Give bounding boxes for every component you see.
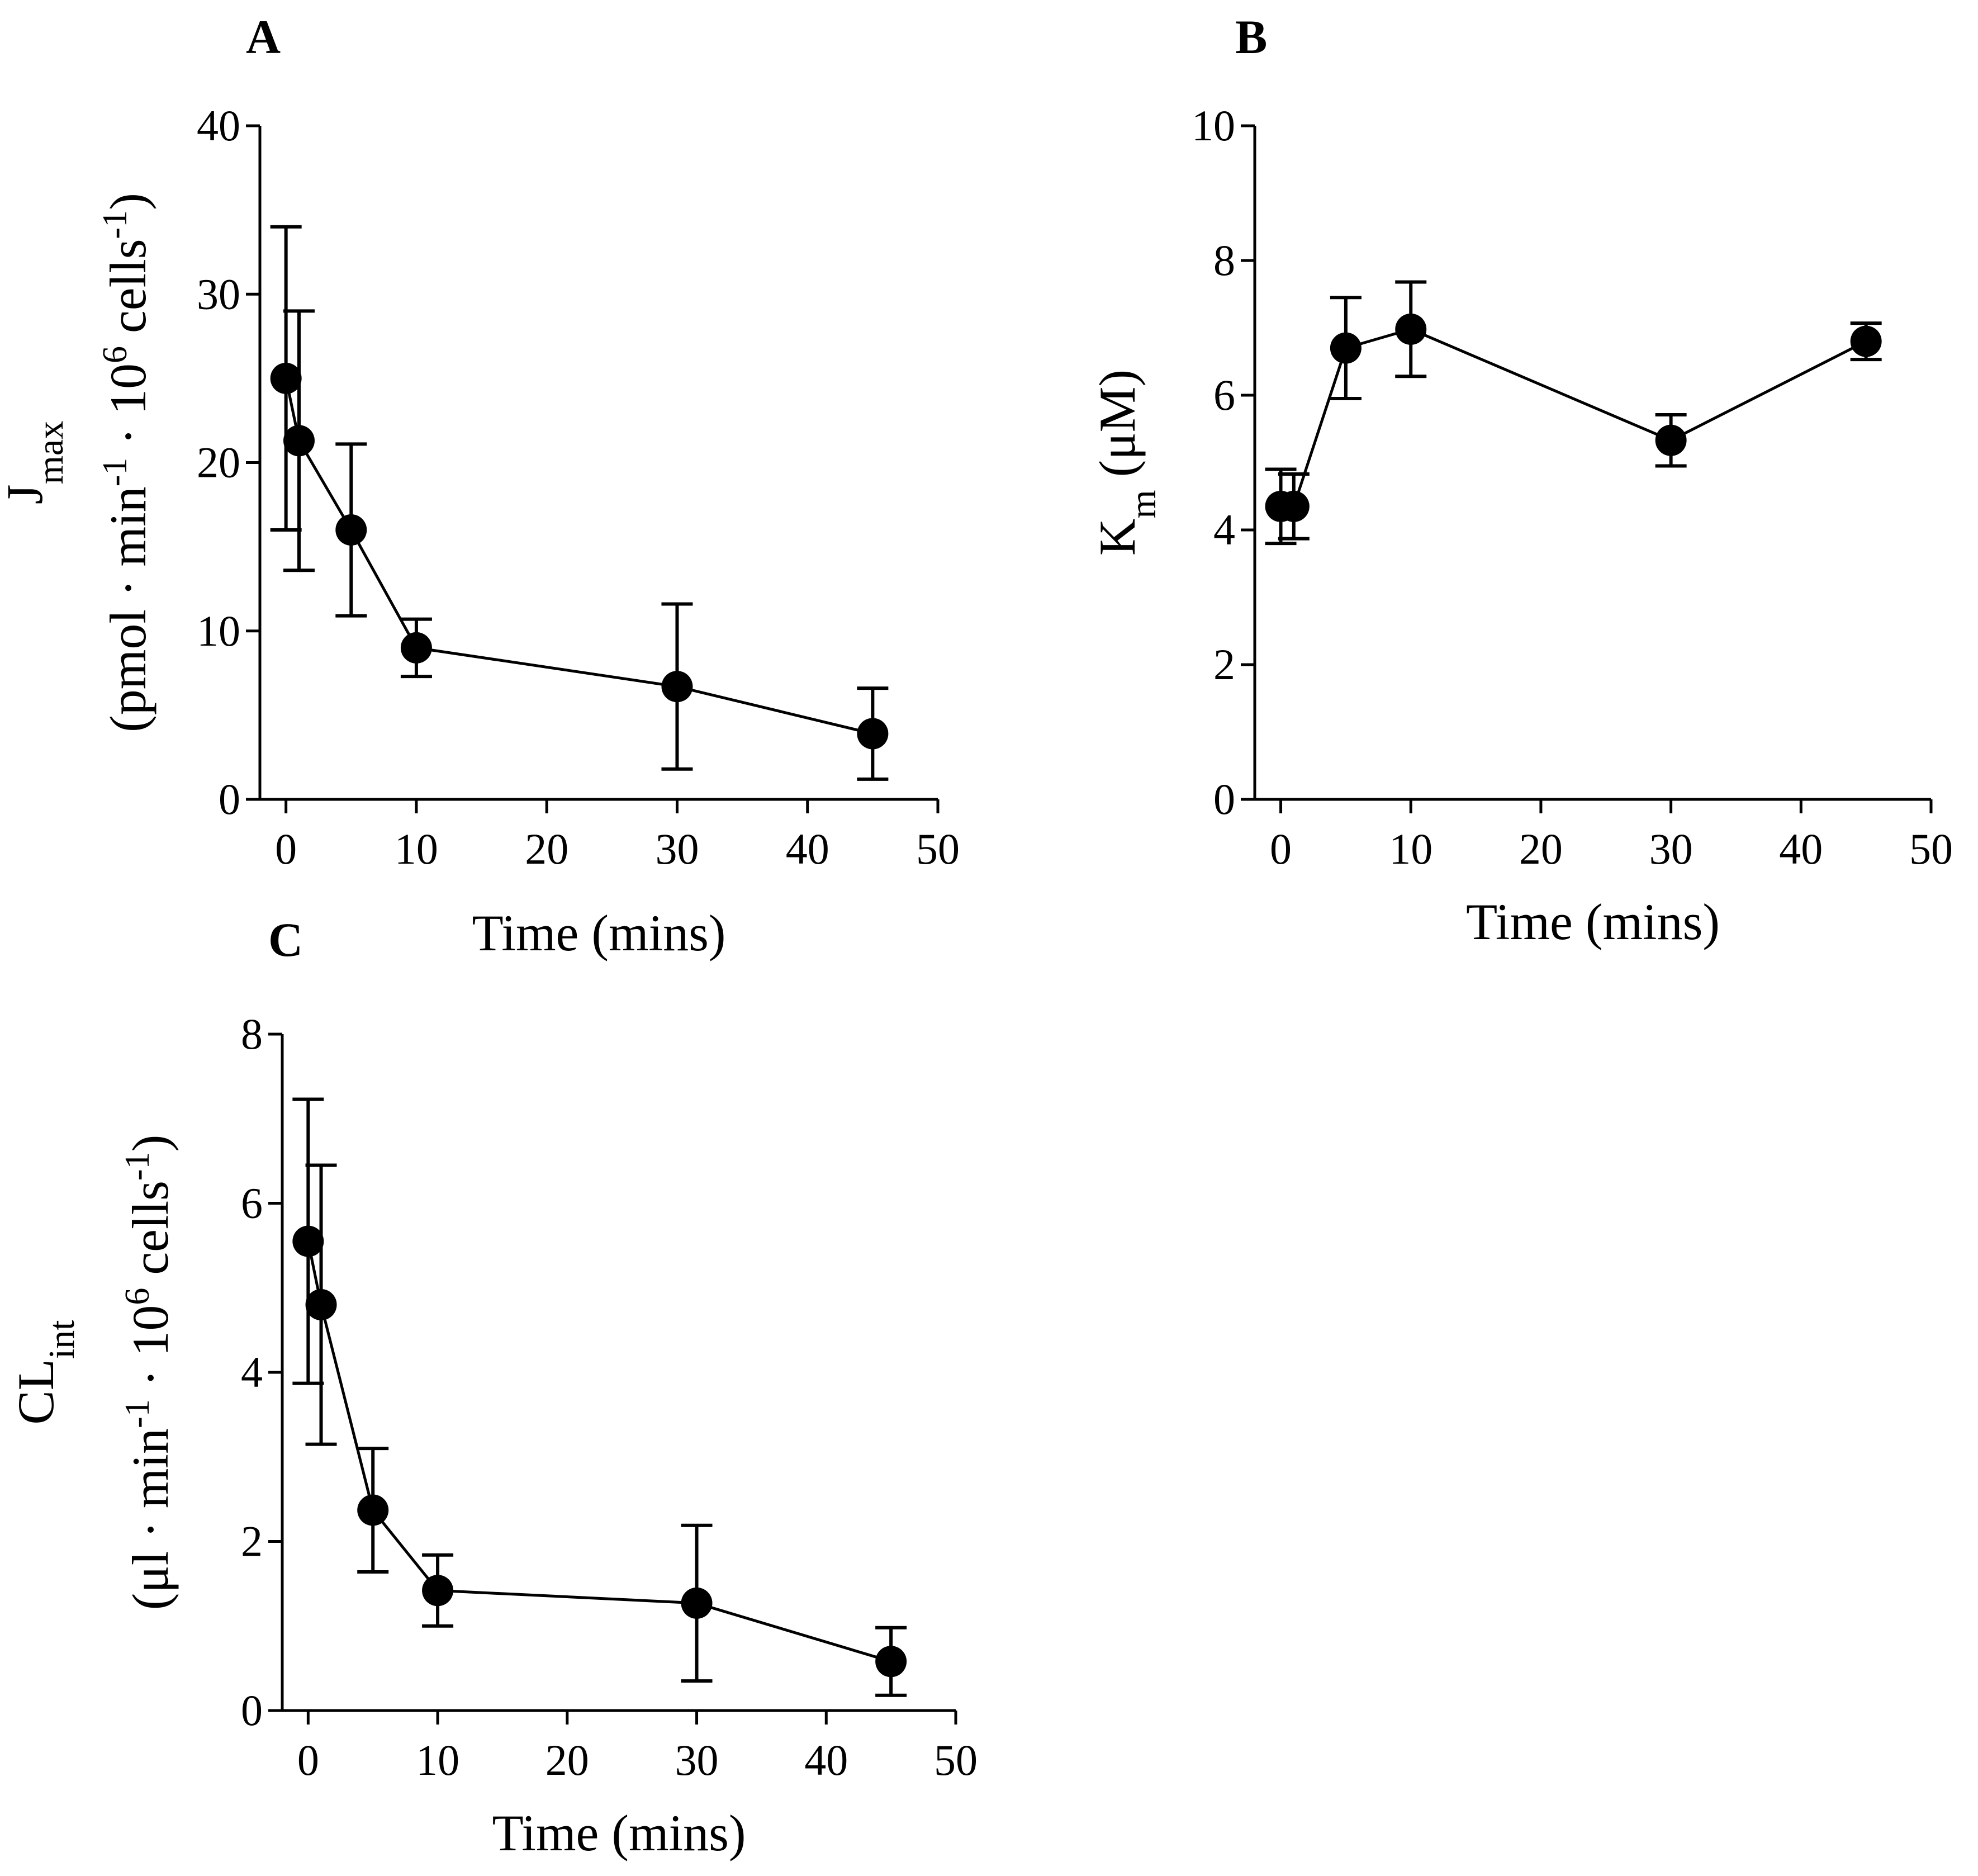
y-tick-label: 10	[1192, 101, 1235, 150]
y-axis-title: Km (μM)	[1089, 369, 1164, 556]
y-tick-label: 4	[1213, 505, 1235, 554]
x-tick-label: 30	[675, 1736, 719, 1784]
x-axis-title: Time (mins)	[492, 1804, 746, 1861]
data-point	[335, 514, 367, 546]
x-tick-label: 10	[395, 825, 438, 873]
data-point	[270, 362, 302, 394]
x-tick-label: 0	[275, 825, 297, 873]
panel-c: C 0 2 4 6 8 0 10 20 30 40 50 Time (mins) CLint (μl · m…	[7, 913, 978, 1861]
panel-a: A 0 10 20 30 40 0 10 20 30 40 50 Time (mins) Jmax (pmo…	[0, 10, 960, 961]
data-point	[400, 632, 432, 664]
panel-letter-a: A	[246, 10, 281, 64]
data-point	[661, 671, 693, 703]
x-tick-label: 0	[1270, 825, 1292, 873]
x-tick-label: 50	[1909, 825, 1953, 873]
data-point	[1395, 313, 1427, 345]
y-tick-label: 2	[1213, 640, 1235, 689]
data-point	[305, 1289, 337, 1320]
data-point	[1278, 490, 1310, 522]
x-tick-label: 50	[934, 1736, 978, 1784]
x-tick-label: 50	[916, 825, 960, 873]
x-tick-label: 10	[416, 1736, 459, 1784]
x-tick-label: 30	[1649, 825, 1693, 873]
y-tick-label: 0	[219, 775, 240, 823]
data-point	[1850, 325, 1882, 357]
y-tick-label: 20	[197, 438, 240, 487]
x-tick-label: 40	[1779, 825, 1823, 873]
data-point	[1655, 424, 1687, 456]
y-tick-label: 0	[241, 1686, 263, 1735]
y-tick-label: 30	[197, 269, 240, 318]
x-tick-label: 30	[655, 825, 699, 873]
x-tick-label: 40	[804, 1736, 848, 1784]
x-tick-label: 20	[525, 825, 568, 873]
y-tick-label: 8	[1213, 236, 1235, 285]
y-axis-units: (μl · min-1 · 106 cells-1)	[118, 1135, 179, 1610]
data-point	[292, 1225, 324, 1257]
panel-letter-b: B	[1235, 10, 1267, 64]
y-tick-label: 10	[197, 607, 240, 655]
y-axis-title: Jmax	[0, 421, 71, 504]
x-axis-title: Time (mins)	[472, 904, 725, 961]
series-line	[306, 1241, 891, 1663]
data-point	[1330, 332, 1362, 364]
x-tick-label: 10	[1389, 825, 1432, 873]
y-tick-label: 8	[241, 1010, 263, 1058]
data-point	[283, 425, 315, 457]
x-tick-label: 20	[546, 1736, 589, 1784]
x-tick-label: 0	[297, 1736, 319, 1784]
y-axis-title: CLint	[7, 1320, 82, 1424]
data-point	[357, 1494, 389, 1526]
y-axis-units: (pmol · min-1 · 106 cells-1)	[96, 193, 156, 732]
y-tick-label: 40	[197, 101, 240, 150]
x-axis-title: Time (mins)	[1466, 893, 1720, 950]
y-tick-label: 6	[1213, 371, 1235, 419]
data-point	[857, 718, 889, 750]
series-line	[284, 378, 873, 735]
x-tick-label: 20	[1519, 825, 1563, 873]
x-tick-label: 40	[786, 825, 829, 873]
panel-b: B 0 2 4 6 8 10 0 10 20 30 40 50 Time (mins) Km (μM)	[1089, 10, 1953, 950]
panel-letter-c: C	[268, 913, 303, 967]
y-tick-label: 6	[241, 1179, 263, 1228]
series-line	[1280, 328, 1867, 508]
y-tick-label: 2	[241, 1517, 263, 1566]
data-point	[681, 1587, 713, 1619]
y-tick-label: 0	[1213, 775, 1235, 823]
y-tick-label: 4	[241, 1348, 263, 1396]
data-point	[422, 1575, 454, 1607]
data-point	[875, 1646, 907, 1678]
